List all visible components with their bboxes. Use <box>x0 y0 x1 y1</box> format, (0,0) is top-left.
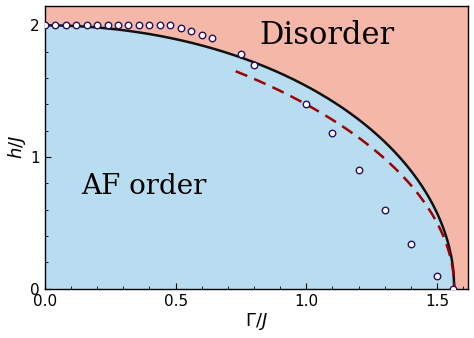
Text: AF order: AF order <box>82 172 207 199</box>
Point <box>73 23 80 28</box>
Point <box>381 207 389 213</box>
Point <box>433 273 441 278</box>
Point <box>146 23 153 28</box>
Text: Disorder: Disorder <box>260 20 395 51</box>
Point <box>328 131 336 136</box>
Point <box>449 286 456 291</box>
Point <box>250 62 258 68</box>
Point <box>198 32 206 37</box>
Point <box>302 102 310 107</box>
X-axis label: $\Gamma/J$: $\Gamma/J$ <box>245 311 268 333</box>
Point <box>93 23 101 28</box>
Point <box>135 23 143 28</box>
Point <box>62 23 70 28</box>
Point <box>52 23 59 28</box>
Point <box>156 23 164 28</box>
Point <box>237 52 245 57</box>
Point <box>125 23 132 28</box>
Point <box>104 23 111 28</box>
Point <box>166 23 174 28</box>
Y-axis label: $h/J$: $h/J$ <box>6 135 27 159</box>
Point <box>187 28 195 33</box>
Point <box>407 241 415 247</box>
Point <box>355 168 363 173</box>
Point <box>114 23 122 28</box>
Point <box>177 25 184 31</box>
Point <box>209 36 216 41</box>
Point <box>83 23 91 28</box>
Point <box>41 23 49 28</box>
